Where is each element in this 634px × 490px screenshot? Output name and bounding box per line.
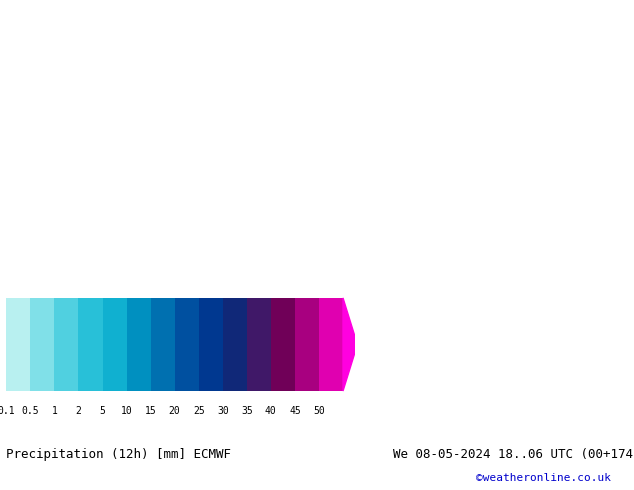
Bar [103,298,127,391]
Polygon shape [343,298,358,391]
Text: 0.1: 0.1 [0,406,15,416]
Text: 40: 40 [265,406,277,416]
Text: 15: 15 [145,406,157,416]
Text: 50: 50 [313,406,325,416]
Bar [6,298,30,391]
Bar [198,298,223,391]
Text: 45: 45 [289,406,301,416]
Bar [151,298,175,391]
Bar [30,298,55,391]
Bar [319,298,343,391]
Bar [127,298,151,391]
Text: We 08-05-2024 18..06 UTC (00+174: We 08-05-2024 18..06 UTC (00+174 [393,448,633,462]
Bar [247,298,271,391]
Text: 2: 2 [75,406,81,416]
Text: 25: 25 [193,406,205,416]
Text: 30: 30 [217,406,229,416]
Text: 0.5: 0.5 [22,406,39,416]
Text: 10: 10 [120,406,133,416]
Text: Precipitation (12h) [mm] ECMWF: Precipitation (12h) [mm] ECMWF [6,448,231,462]
Bar [295,298,319,391]
Bar [271,298,295,391]
Text: 5: 5 [100,406,105,416]
Text: 35: 35 [241,406,253,416]
Bar [79,298,103,391]
Text: ©weatheronline.co.uk: ©weatheronline.co.uk [476,473,611,483]
Bar [175,298,198,391]
Text: 20: 20 [169,406,181,416]
Bar [223,298,247,391]
Text: 1: 1 [51,406,57,416]
Bar [55,298,79,391]
